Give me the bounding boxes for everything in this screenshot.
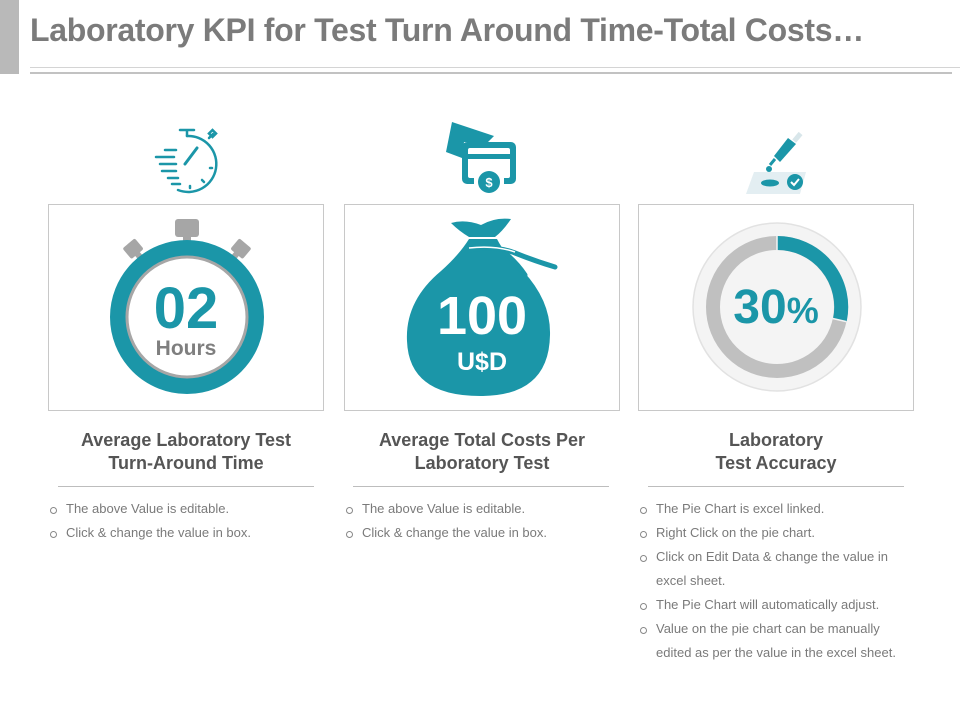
note-item: The above Value is editable. — [48, 497, 328, 521]
accuracy-donut-chart[interactable] — [639, 205, 915, 412]
turnaround-heading: Average Laboratory Test Turn-Around Time — [48, 429, 324, 475]
turnaround-unit: Hours — [155, 337, 217, 360]
cost-unit: U$D — [456, 348, 507, 376]
accuracy-heading: Laboratory Test Accuracy — [638, 429, 914, 475]
heading-line-1: Average Total Costs Per — [378, 430, 586, 450]
note-item: Click on Edit Data & change the value in… — [638, 545, 900, 593]
svg-text:$: $ — [485, 175, 493, 190]
accuracy-box: 30% — [638, 204, 914, 411]
accuracy-notes: The Pie Chart is excel linked. Right Cli… — [638, 497, 900, 665]
accuracy-divider — [648, 486, 904, 487]
heading-line-1: Laboratory — [728, 430, 824, 450]
accuracy-label: 30% — [639, 280, 913, 347]
turnaround-value[interactable]: 02 — [153, 276, 219, 341]
note-item: The Pie Chart will automatically adjust. — [638, 593, 900, 617]
page-title: Laboratory KPI for Test Turn Around Time… — [30, 12, 864, 48]
note-item: Right Click on the pie chart. — [638, 521, 900, 545]
total-costs-divider — [353, 486, 609, 487]
heading-line-2: Turn-Around Time — [108, 453, 264, 473]
title-accent-bar — [0, 0, 19, 74]
note-item: Click & change the value in box. — [344, 521, 624, 545]
total-costs-notes: The above Value is editable. Click & cha… — [344, 497, 624, 545]
note-item: Click & change the value in box. — [48, 521, 328, 545]
pipette-slide-check-icon — [742, 126, 810, 196]
cost-value[interactable]: 100 — [436, 286, 528, 346]
heading-line-1: Average Laboratory Test — [80, 430, 292, 450]
stopwatch-speed-icon — [152, 124, 222, 196]
total-costs-heading: Average Total Costs Per Laboratory Test — [344, 429, 620, 475]
money-bag-graphic — [406, 218, 558, 397]
note-item: The above Value is editable. — [344, 497, 624, 521]
note-item: The Pie Chart is excel linked. — [638, 497, 900, 521]
turnaround-divider — [58, 486, 314, 487]
note-item: Value on the pie chart can be manually e… — [638, 617, 900, 665]
title-divider-bottom — [30, 72, 952, 74]
accuracy-value: 30 — [733, 281, 787, 334]
turnaround-time-box: 02 Hours — [48, 204, 324, 411]
accuracy-unit: % — [786, 290, 819, 331]
total-costs-box: 100 U$D — [344, 204, 620, 411]
turnaround-notes: The above Value is editable. Click & cha… — [48, 497, 328, 545]
stopwatch-graphic — [110, 219, 264, 394]
heading-line-2: Test Accuracy — [715, 453, 837, 473]
heading-line-2: Laboratory Test — [414, 453, 550, 473]
title-divider — [30, 67, 960, 68]
credit-card-dollar-icon: $ — [444, 118, 520, 196]
